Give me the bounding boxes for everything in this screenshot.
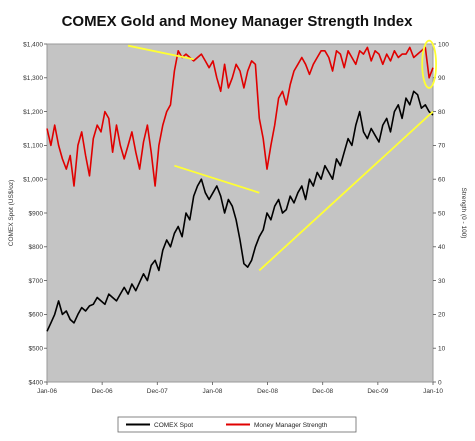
right-tick-label: 10 (438, 346, 446, 353)
left-tick-label: $1,400 (23, 41, 43, 48)
left-axis-label: COMEX Spot (US$/oz) (8, 180, 15, 246)
x-tick-label: Jan-08 (202, 388, 222, 395)
right-tick-label: 70 (438, 143, 446, 150)
legend-label-comex-spot: COMEX Spot (154, 422, 193, 429)
series-layer (46, 46, 434, 332)
x-tick-label: Dec-08 (312, 388, 333, 395)
x-tick-label: Dec-07 (147, 388, 168, 395)
left-tick-label: $800 (29, 244, 44, 251)
x-tick-label: Jan-06 (37, 388, 57, 395)
plot-area (46, 43, 434, 383)
x-tick-label: Dec-08 (257, 388, 278, 395)
chart-title: COMEX Gold and Money Manager Strength In… (62, 13, 414, 30)
right-tick-label: 20 (438, 312, 446, 319)
left-tick-label: $700 (29, 278, 44, 285)
left-tick-label: $1,300 (23, 75, 43, 82)
left-tick-label: $1,000 (23, 177, 43, 184)
x-tick-label: Dec-09 (367, 388, 388, 395)
right-tick-label: 30 (438, 278, 446, 285)
left-tick-label: $500 (29, 346, 44, 353)
right-tick-label: 40 (438, 244, 446, 251)
right-tick-label: 60 (438, 177, 446, 184)
ellipse-annotation (421, 39, 437, 89)
left-tick-label: $600 (29, 312, 44, 319)
right-tick-label: 100 (438, 41, 449, 48)
left-tick-label: $900 (29, 210, 44, 217)
right-tick-label: 90 (438, 75, 446, 82)
x-axis-ticks: Jan-06 Dec-06 Dec-07 Jan-08 Dec-08 Dec-08 Dec-… (37, 382, 443, 395)
right-tick-label: 80 (438, 109, 446, 116)
series-line-comex-spot (46, 90, 434, 332)
trendline-annotation (258, 110, 434, 272)
trendline-annotation (174, 164, 260, 194)
left-tick-label: $1,200 (23, 109, 43, 116)
x-tick-label: Jan-10 (423, 388, 443, 395)
right-tick-label: 0 (438, 379, 442, 386)
right-axis-label: Strength (0 - 100) (460, 188, 467, 239)
right-axis-ticks: 0 10 20 30 40 50 60 70 80 90 100 (433, 41, 449, 386)
left-axis-ticks: $400 $500 $600 $700 $800 $900 $1,000 $1,100 $1,2… (23, 41, 47, 386)
right-tick-label: 50 (438, 210, 446, 217)
left-tick-label: $1,100 (23, 143, 43, 150)
legend-label-money-manager-strength: Money Manager Strength (254, 422, 328, 429)
annotation-layer (127, 39, 437, 272)
legend: COMEX Spot Money Manager Strength (117, 416, 357, 433)
series-line-money-manager-strength (46, 46, 434, 187)
trendline-annotation (127, 44, 194, 61)
left-tick-label: $400 (29, 379, 44, 386)
x-tick-label: Dec-06 (92, 388, 113, 395)
